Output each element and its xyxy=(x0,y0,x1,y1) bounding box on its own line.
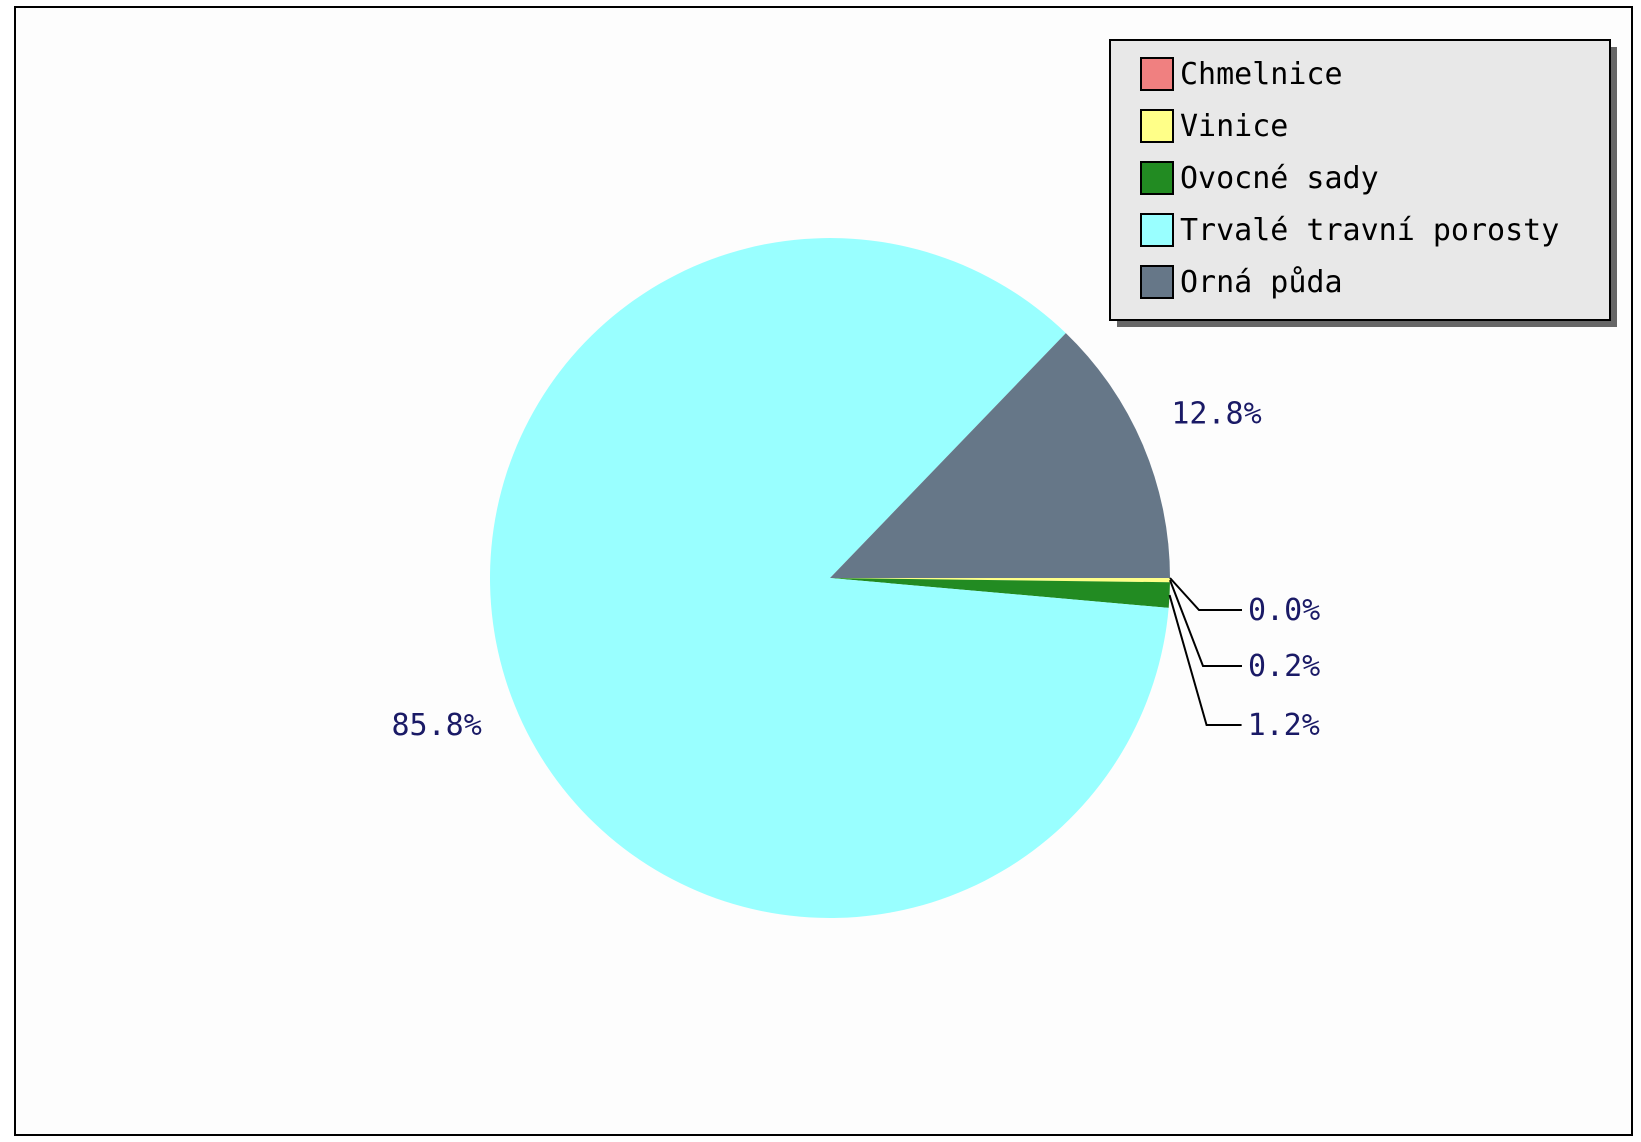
pie-slice-trvale-travni-porosty xyxy=(489,237,1169,918)
legend-swatch-chmelnice xyxy=(1140,57,1174,91)
pie-slice-ovocne-sady xyxy=(830,578,1170,608)
legend-swatch-trvale-travni-porosty xyxy=(1140,213,1174,247)
legend-swatch-ovocne-sady xyxy=(1140,161,1174,195)
pie-slice-orna-puda xyxy=(830,333,1170,578)
legend: Chmelnice Vinice Ovocné sady Trvalé travní … xyxy=(1109,39,1617,327)
leader-lines xyxy=(1168,577,1242,726)
leader-line-chmelnice xyxy=(1169,577,1242,611)
legend-swatch-orna-puda xyxy=(1140,265,1174,299)
slice-label-ovocne-sady: 1.2% xyxy=(1248,708,1320,743)
slice-label-orna-puda: 12.8% xyxy=(1171,397,1261,432)
legend-label-trvale-travni-porosty: Trvalé travní porosty xyxy=(1180,213,1559,248)
leader-line-ovocne-sady xyxy=(1168,594,1242,726)
legend-label-orna-puda: Orná půda xyxy=(1180,265,1343,300)
leader-line-vinice xyxy=(1169,579,1242,667)
pie-slice-vinice xyxy=(830,578,1170,583)
legend-label-vinice: Vinice xyxy=(1180,109,1288,144)
slice-label-chmelnice: 0.0% xyxy=(1248,593,1320,628)
pie-slices xyxy=(489,237,1170,918)
legend-box xyxy=(1109,39,1611,321)
slice-labels: 0.0% 0.2% 1.2% 85.8% 12.8% xyxy=(391,397,1320,744)
legend-label-chmelnice: Chmelnice xyxy=(1180,57,1343,92)
slice-label-vinice: 0.2% xyxy=(1248,649,1320,684)
legend-swatch-vinice xyxy=(1140,109,1174,143)
legend-label-ovocne-sady: Ovocné sady xyxy=(1180,161,1379,196)
slice-label-trvale-travni-porosty: 85.8% xyxy=(391,708,481,743)
